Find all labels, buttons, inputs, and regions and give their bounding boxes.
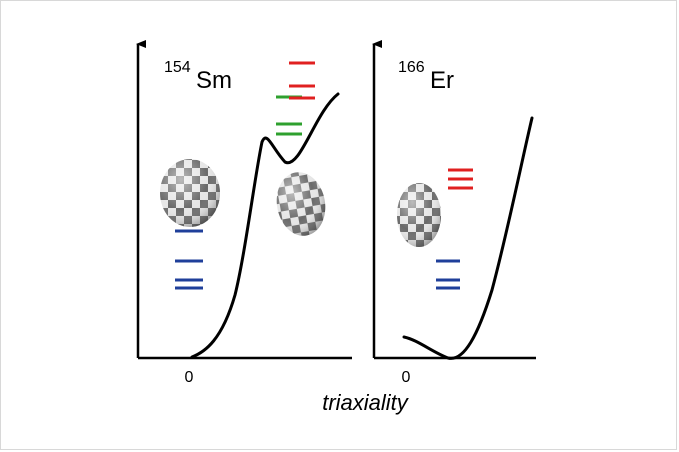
right-blue-levels bbox=[436, 259, 460, 290]
left-blue-levels bbox=[175, 229, 203, 290]
right-red-levels bbox=[448, 168, 473, 190]
right-nucleus-symbol: Er bbox=[430, 67, 454, 94]
left-triaxial-spheroid bbox=[276, 172, 326, 236]
left-nucleus-mass: 154 bbox=[164, 59, 191, 76]
left-prolate-spheroid bbox=[160, 159, 220, 227]
right-potential-curve bbox=[402, 116, 534, 360]
left-red-levels bbox=[289, 61, 315, 100]
left-green-levels bbox=[276, 95, 302, 136]
left-nucleus-symbol: Sm bbox=[196, 67, 232, 94]
right-nucleus-mass: 166 bbox=[398, 59, 425, 76]
right-zero-tick-label: 0 bbox=[402, 369, 411, 386]
left-panel: 154 Sm 0 bbox=[136, 40, 352, 386]
left-potential-curve bbox=[190, 92, 340, 359]
x-axis-label: triaxiality bbox=[322, 390, 410, 415]
left-zero-tick-label: 0 bbox=[185, 369, 194, 386]
right-panel: 166 Er 0 bbox=[372, 40, 536, 386]
right-prolate-spheroid bbox=[397, 183, 441, 247]
